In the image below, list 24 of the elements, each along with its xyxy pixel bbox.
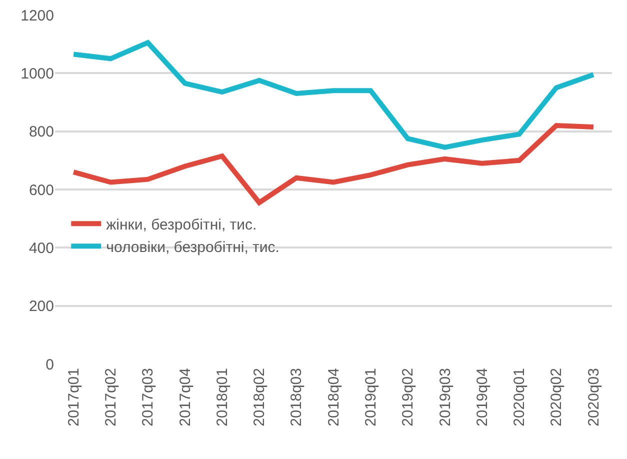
- x-tick-label: 2017q02: [102, 368, 120, 426]
- y-tick-label: 0: [46, 356, 54, 374]
- x-tick-label: 2018q03: [288, 368, 306, 426]
- legend-label: чоловіки, безробітні, тис.: [106, 238, 280, 256]
- x-tick-label: 2020q01: [511, 368, 528, 426]
- y-tick-label: 1000: [20, 65, 54, 82]
- x-tick-label: 2019q02: [400, 368, 417, 426]
- y-tick-label: 400: [28, 240, 54, 257]
- x-tick-label: 2018q02: [251, 368, 268, 426]
- x-tick-label: 2017q03: [140, 368, 157, 426]
- y-tick-label: 800: [28, 124, 54, 141]
- legend-label: жінки, безробітні, тис.: [106, 216, 257, 234]
- y-tick-label: 1200: [20, 7, 54, 24]
- x-tick-label: 2019q03: [436, 368, 454, 426]
- x-tick-label: 2018q01: [214, 368, 231, 426]
- x-tick-label: 2019q01: [362, 368, 380, 426]
- x-tick-label: 2020q02: [548, 368, 566, 426]
- x-tick-label: 2017q04: [176, 368, 194, 426]
- y-tick-label: 200: [28, 298, 54, 316]
- x-tick-label: 2020q03: [585, 368, 602, 426]
- y-tick-label: 600: [28, 182, 54, 199]
- x-tick-label: 2019q04: [474, 368, 491, 426]
- x-tick-label: 2018q04: [325, 368, 342, 426]
- x-tick-label: 2017q01: [65, 368, 82, 426]
